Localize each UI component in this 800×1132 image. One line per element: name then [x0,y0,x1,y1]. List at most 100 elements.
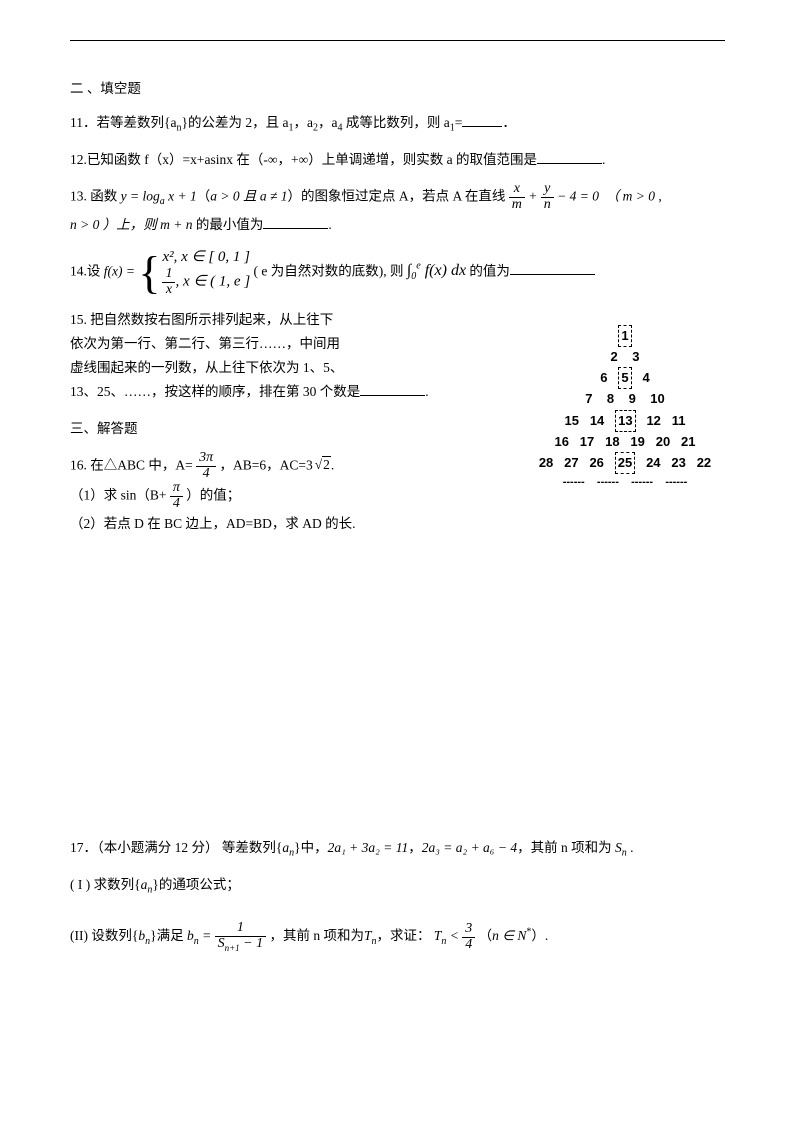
p13-period: . [328,217,331,232]
p13-blank [263,214,328,229]
p16-frac-A-den: 4 [196,466,216,482]
problem-17: 17．（本小题满分 12 分） 等差数列{an}中，2a₁ + 3a₂ = 11… [70,836,740,863]
p12-text: 12.已知函数 f（x）=x+asinx 在（-∞，+∞）上单调递增，则实数 a… [70,152,537,167]
tri-r4-3: 10 [650,391,664,406]
problem-13: 13. 函数 y = loga x + 1（a > 0 且 a ≠ 1）的图象恒… [70,182,740,237]
tri-row-3: 6 5 4 [480,367,770,389]
p13-l1c: ）的图象恒过定点 A，若点 A 在直线 [288,189,506,204]
p16-frac-A-num: 3π [196,451,216,466]
problem-12: 12.已知函数 f（x）=x+asinx 在（-∞，+∞）上单调递增，则实数 a… [70,148,740,172]
p15-l1: 15. 把自然数按右图所示排列起来，从上往下 [70,312,333,327]
tri-row-7: 28 27 26 25 24 23 22 [480,452,770,474]
tri-box-25: 25 [615,452,635,474]
p17-bn-frac-den: Sn+1 − 1 [215,936,267,953]
p14-row2-den: x [162,282,175,298]
p14-pw-body: x², x ∈ [ 0, 1 ] 1 x , x ∈ ( 1, e ] [162,247,250,298]
p14-fx: f(x) = [104,263,135,278]
p13-frac2-num: y [541,182,554,197]
tri-r5-0: 15 [565,413,579,428]
p13-eq1b: x + 1 [165,189,197,204]
p16-l1a: 16. 在△ABC 中，A= [70,457,193,472]
tri-r7-2: 26 [589,455,603,470]
p17-bn: b [187,929,194,944]
p14-int-lo: 0 [411,272,416,283]
number-triangle: 1 2 3 6 5 4 7 8 9 10 15 14 13 12 11 16 1… [480,325,770,491]
p17-bfrac-den-b: − 1 [240,936,263,951]
p11-text-e: 成等比数列，则 a [342,115,449,130]
p16-sub1b: ）的值； [186,488,240,503]
p11-text-b: }的公差为 2，且 a [181,115,288,130]
p13-frac2: yn [541,182,554,212]
p13-cond: a > 0 且 a ≠ 1 [210,189,287,204]
p12-period: . [602,152,605,167]
p16-frac-B-den: 4 [170,496,183,512]
problem-17-part2: (II) 设数列{bn}满足 bn = 1 Sn+1 − 1 ，其前 n 项和为… [70,921,740,953]
tri-r3-0: 6 [600,370,607,385]
p17-bn-frac-num: 1 [215,921,267,936]
p17-l1d: . [627,840,634,855]
p11-text-c: ，a [293,115,313,130]
tri-r3-2: 4 [642,370,649,385]
tri-row-4: 7 8 9 10 [480,389,770,409]
p14-row2-num: 1 [162,267,175,282]
p13-frac2-den: n [541,197,554,213]
p11-blank [462,113,502,128]
problem-14: 14.设 f(x) = { x², x ∈ [ 0, 1 ] 1 x , x ∈… [70,247,740,298]
p16-radicand: 2 [322,456,331,472]
p13-l2a: n > 0 ）上，则 [70,217,160,232]
p17-lt: < [446,929,462,944]
p14-row1: x², x ∈ [ 0, 1 ] [162,247,250,267]
p17-bn-frac: 1 Sn+1 − 1 [215,921,267,953]
p16-l1c: . [331,457,334,472]
tri-r7-1: 27 [564,455,578,470]
p14-row2-tail: , x ∈ ( 1, e ] [175,274,250,290]
p15-l4b: . [425,384,428,399]
p17-nin: n ∈ N [492,929,526,944]
section-2-header: 二 、填空题 [70,77,740,101]
p16-root: 2 [313,453,331,477]
tri-r4-2: 9 [629,391,636,406]
tri-box-5: 5 [618,367,631,389]
p14-mid: ( e 为自然对数的底数), 则 [254,263,404,278]
p15-blank [360,382,425,397]
p17-bfrac-den-a: S [218,936,225,951]
tri-row-2: 2 3 [480,347,770,367]
tri-r7-6: 22 [697,455,711,470]
tri-r7-0: 28 [539,455,553,470]
tri-r6-3: 19 [630,434,644,449]
p17-Tn: T [364,929,372,944]
p17-p1a: ( I ) 求数列 [70,877,134,892]
p14-row2: 1 x , x ∈ ( 1, e ] [162,267,250,297]
tri-r4-0: 7 [585,391,592,406]
page: 二 、填空题 11．若等差数列{an}的公差为 2，且 a1，a2，a4 成等比… [0,0,800,1003]
p17-rfrac: 34 [462,922,475,952]
tri-r6-1: 17 [580,434,594,449]
brace-left-icon: { [138,252,160,293]
p17-bfrac-den-sub: n+1 [225,943,240,953]
workspace-gap [70,546,740,836]
p17-eqsign: = [199,929,215,944]
p16-sub1a: （1）求 sin（B+ [70,488,167,503]
tri-row-dashes: ------ ------ ------ ------ [480,474,770,491]
tri-r6-0: 16 [554,434,568,449]
tri-box-13: 13 [615,410,635,432]
p13-l2b: 的最小值为 [192,217,263,232]
p13-plus: + [528,189,537,204]
p14-row2-frac: 1 x [162,267,175,297]
p16-sub2: （2）若点 D 在 BC 边上，AD=BD，求 AD 的长. [70,516,356,531]
p15-l3: 虚线围起来的一列数，从上往下依次为 1、5、 [70,360,343,375]
tri-r5-4: 11 [672,413,686,428]
p13-l1b: （ [197,189,211,204]
p11-text-f: = [455,115,463,130]
p13-frac1-num: x [509,182,525,197]
p14-int-body: f(x) dx [425,262,466,279]
p11-period: ． [502,115,516,130]
p17-Sn: S [615,840,622,855]
p17-rfrac-den: 4 [462,937,475,953]
tri-r5-1: 14 [590,413,604,428]
tri-r6-2: 18 [605,434,619,449]
p17-p2e: （ [479,929,493,944]
p17-p2a: (II) 设数列 [70,929,132,944]
tri-r6-4: 20 [656,434,670,449]
tri-row-5: 15 14 13 12 11 [480,410,770,432]
